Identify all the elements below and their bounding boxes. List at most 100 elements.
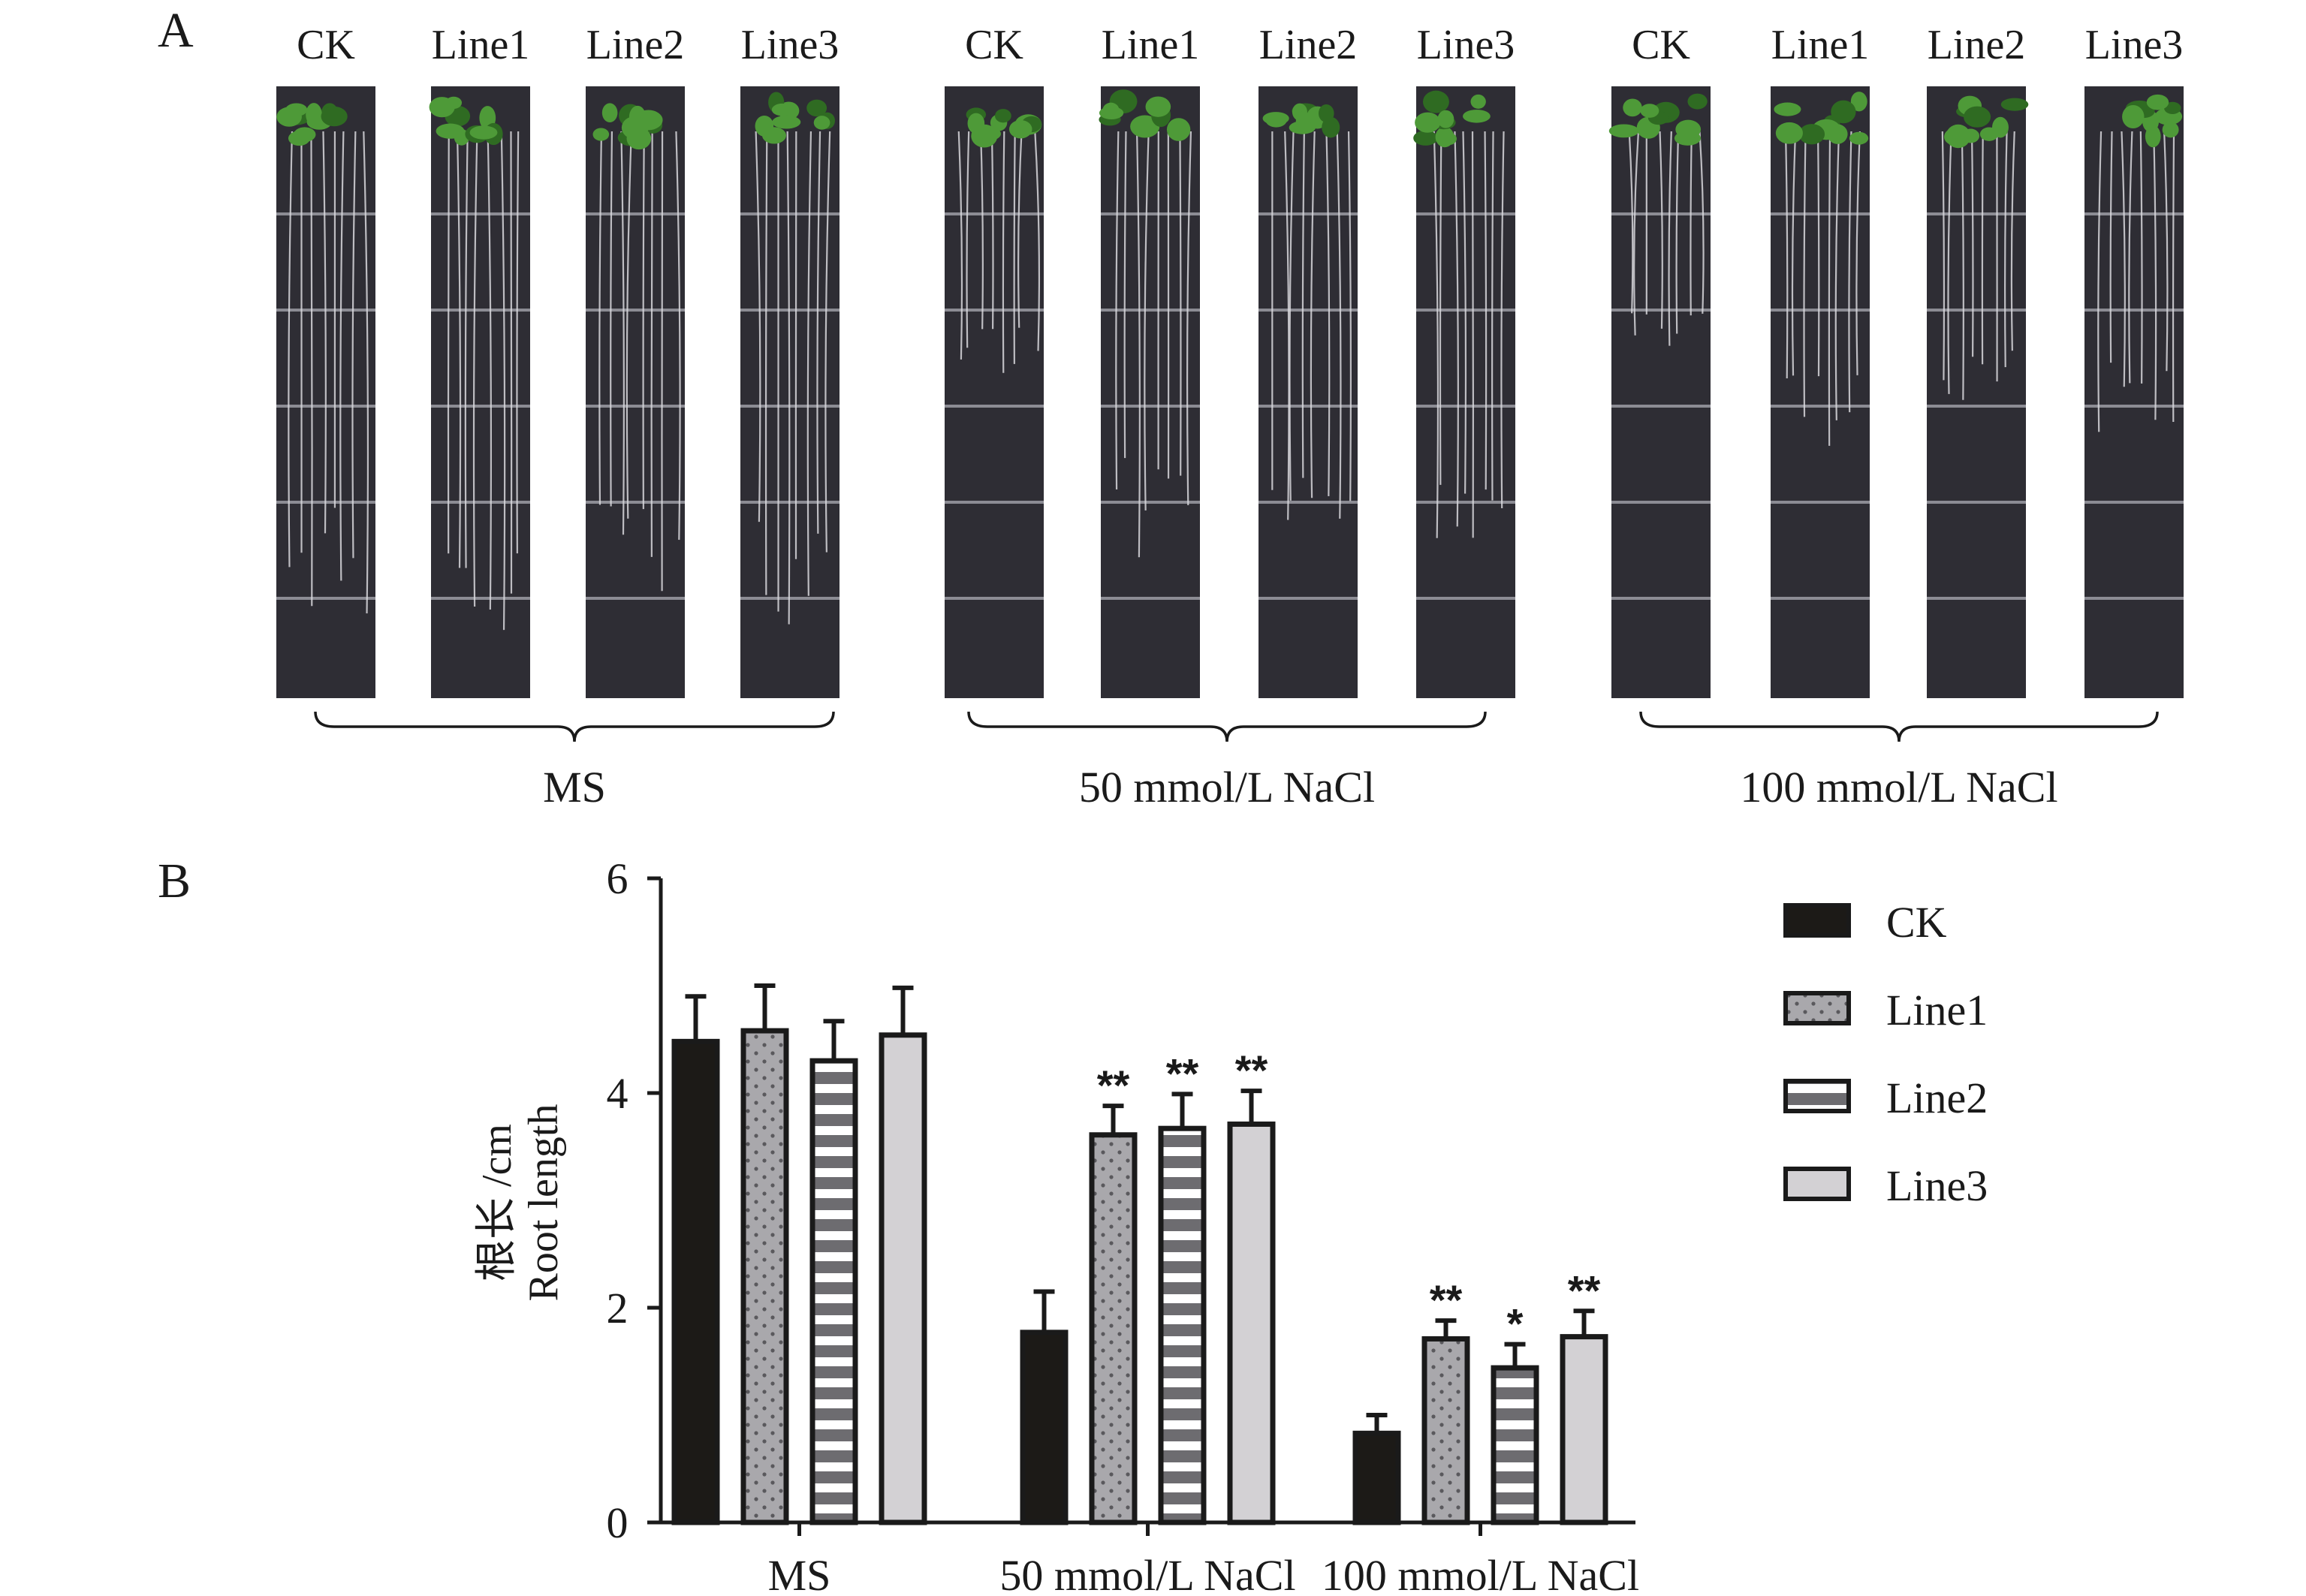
leaf bbox=[601, 103, 618, 123]
significance-mark: ** bbox=[1430, 1276, 1463, 1323]
bar-line3-2 bbox=[1560, 1334, 1608, 1525]
leaf bbox=[276, 107, 302, 127]
seedling-leaves bbox=[592, 103, 663, 150]
group-brace bbox=[1639, 711, 2159, 742]
leaf bbox=[1798, 124, 1825, 145]
root bbox=[1347, 131, 1352, 501]
root bbox=[610, 131, 613, 507]
root bbox=[1500, 131, 1505, 508]
root bbox=[1336, 131, 1342, 519]
seedling-roots bbox=[1628, 131, 1705, 346]
leaf bbox=[1130, 115, 1160, 138]
root bbox=[1433, 131, 1439, 538]
leaf bbox=[1463, 110, 1491, 123]
root bbox=[2139, 131, 2143, 384]
root bbox=[1848, 131, 1852, 413]
plate-2-1: Line1 bbox=[1771, 22, 1870, 698]
legend-label: Line1 bbox=[1886, 986, 1988, 1034]
root bbox=[1828, 131, 1831, 446]
root bbox=[990, 131, 994, 330]
legend-label: Line3 bbox=[1886, 1161, 1988, 1210]
plate-1-1: Line1 bbox=[1099, 22, 1200, 698]
leaf bbox=[1608, 124, 1639, 138]
root bbox=[806, 131, 812, 596]
leaf bbox=[1318, 104, 1334, 122]
root bbox=[2153, 131, 2157, 420]
root bbox=[363, 131, 369, 614]
bar-ck-0 bbox=[671, 1038, 720, 1525]
root bbox=[1454, 131, 1459, 527]
seedling-roots bbox=[1115, 131, 1192, 558]
legend-label: Line2 bbox=[1886, 1074, 1988, 1122]
root bbox=[2097, 131, 2103, 432]
plate-2-2: Line2 bbox=[1927, 22, 2029, 698]
bar-line1-1 bbox=[1089, 1132, 1138, 1525]
root bbox=[1947, 131, 1952, 394]
leaf bbox=[1145, 96, 1171, 117]
bars: ** ** **** *** bbox=[671, 983, 1608, 1525]
leaf bbox=[1831, 100, 1856, 124]
leaf bbox=[979, 127, 1002, 140]
seedling-leaves bbox=[1774, 92, 1869, 145]
plate-label: CK bbox=[1632, 22, 1690, 68]
root bbox=[500, 131, 506, 631]
leaf bbox=[592, 128, 610, 141]
root bbox=[1115, 131, 1120, 490]
leaf bbox=[1166, 118, 1191, 141]
root bbox=[2010, 131, 2015, 351]
root bbox=[755, 131, 761, 522]
plate-0-0: CK bbox=[276, 22, 375, 698]
leaf bbox=[1849, 131, 1869, 145]
leaf bbox=[771, 103, 793, 116]
root bbox=[650, 131, 653, 557]
root bbox=[1123, 131, 1127, 459]
root bbox=[1791, 131, 1797, 376]
root bbox=[516, 131, 520, 554]
plate-2-0: CK bbox=[1608, 22, 1711, 698]
legend-item-line3: Line3 bbox=[1783, 1161, 1988, 1210]
group-label: MS bbox=[543, 763, 606, 812]
seedling-roots bbox=[2097, 131, 2175, 432]
root bbox=[2163, 131, 2169, 372]
root bbox=[620, 131, 625, 535]
legend-item-line2: Line2 bbox=[1783, 1074, 1988, 1122]
root bbox=[1144, 131, 1150, 510]
seedling-roots bbox=[1433, 131, 1505, 538]
seedling-roots bbox=[598, 131, 681, 592]
leaf bbox=[626, 127, 652, 150]
root bbox=[351, 131, 357, 559]
seedling-leaves bbox=[1413, 90, 1491, 148]
y-axis-title: 根长 /cm Root length bbox=[474, 1104, 567, 1302]
plate-label: CK bbox=[965, 22, 1023, 68]
legend-swatch bbox=[1783, 903, 1851, 938]
seedling-roots bbox=[1941, 131, 2015, 400]
root bbox=[1034, 131, 1041, 351]
y-ticks: 0 2 4 6 bbox=[607, 854, 661, 1547]
leaf bbox=[1775, 122, 1803, 144]
root bbox=[1289, 131, 1295, 501]
root bbox=[979, 131, 984, 330]
root bbox=[1439, 131, 1442, 485]
significance-mark: ** bbox=[1097, 1061, 1130, 1109]
bar-line1-2 bbox=[1421, 1336, 1470, 1525]
y-tick-label: 2 bbox=[607, 1284, 628, 1333]
leaf bbox=[2122, 104, 2145, 129]
seedling-roots bbox=[1784, 131, 1861, 446]
plate-0-2: Line2 bbox=[586, 22, 685, 698]
leaf bbox=[813, 116, 830, 130]
group-label: 50 mmol/L NaCl bbox=[1079, 763, 1375, 812]
root bbox=[1690, 131, 1693, 316]
root bbox=[1784, 131, 1789, 378]
significance-mark: ** bbox=[1568, 1266, 1601, 1314]
root bbox=[2121, 131, 2126, 387]
panel-a-seedling-photos: A CK Line1 Line2 Line3 CK Line1 Line2 Line3 CK Li… bbox=[158, 3, 2184, 812]
leaf bbox=[1774, 102, 1801, 116]
root bbox=[2109, 131, 2113, 363]
leaf bbox=[1415, 112, 1441, 133]
root bbox=[464, 131, 469, 568]
leaf bbox=[1413, 130, 1438, 146]
root bbox=[447, 131, 450, 554]
significance-mark: * bbox=[1507, 1300, 1524, 1348]
plate-label: Line1 bbox=[432, 22, 530, 68]
root bbox=[824, 131, 831, 553]
